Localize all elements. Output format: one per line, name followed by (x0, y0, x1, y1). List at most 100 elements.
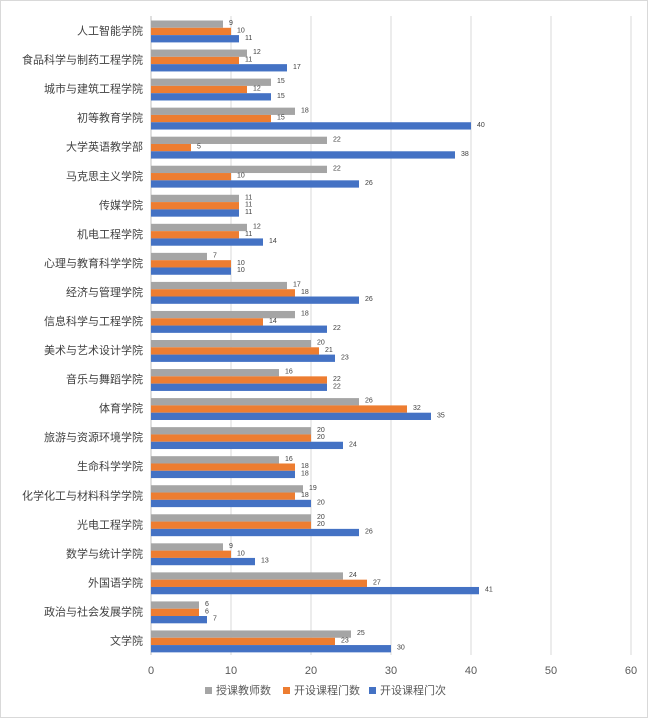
data-label: 27 (373, 579, 381, 586)
x-tick-label: 40 (465, 665, 477, 677)
category-label: 信息科学与工程学院 (44, 314, 143, 328)
data-label: 10 (237, 173, 245, 180)
data-label: 9 (229, 20, 233, 27)
x-tick-label: 60 (625, 665, 637, 677)
bar (151, 238, 263, 246)
legend-swatch (205, 687, 212, 694)
data-label: 22 (333, 325, 341, 332)
data-label: 13 (261, 558, 269, 565)
x-tick-label: 0 (148, 665, 154, 677)
data-label: 11 (245, 209, 252, 216)
data-label: 9 (229, 543, 233, 550)
category-label: 数学与统计学院 (66, 546, 143, 560)
bar (151, 340, 311, 348)
data-label: 15 (277, 115, 285, 122)
x-tick-label: 30 (385, 665, 397, 677)
category-label: 化学化工与材料科学学院 (22, 488, 143, 502)
category-label: 机电工程学院 (77, 227, 143, 241)
bar (151, 463, 295, 471)
data-label: 32 (413, 405, 421, 412)
bar (151, 470, 295, 479)
data-label: 6 (205, 601, 209, 608)
bar (151, 289, 295, 297)
bar (151, 194, 239, 203)
data-label: 23 (341, 637, 349, 644)
bar (151, 49, 247, 57)
bar (151, 630, 351, 638)
data-label: 40 (477, 122, 485, 129)
category-label: 传媒学院 (99, 198, 143, 212)
bar (151, 398, 359, 406)
data-label: 11 (245, 35, 252, 42)
data-label: 30 (397, 645, 405, 652)
data-label: 12 (253, 49, 261, 56)
bar (151, 114, 271, 123)
category-label: 体育学院 (99, 401, 143, 415)
data-label: 26 (365, 180, 373, 187)
data-label: 18 (301, 463, 309, 470)
data-label: 12 (253, 223, 261, 230)
bar (151, 514, 311, 522)
data-label: 10 (237, 27, 245, 34)
category-label: 食品科学与制药工程学院 (22, 53, 143, 67)
data-label: 22 (333, 165, 341, 172)
data-label: 35 (437, 412, 445, 419)
data-label: 15 (277, 78, 285, 85)
bar (151, 93, 271, 101)
data-label: 12 (253, 86, 261, 93)
data-label: 22 (333, 383, 341, 390)
bar (151, 369, 279, 377)
bar (151, 267, 231, 275)
bar (151, 165, 327, 174)
bar (151, 260, 231, 268)
bar (151, 143, 191, 152)
category-label: 旅游与资源环境学院 (44, 430, 143, 444)
category-label: 马克思主义学院 (66, 169, 143, 183)
data-label: 20 (317, 499, 325, 506)
data-label: 24 (349, 441, 357, 448)
bar (151, 231, 239, 239)
category-label: 美术与艺术设计学院 (44, 343, 143, 357)
bar (151, 318, 263, 326)
bar (151, 412, 431, 420)
data-label: 18 (301, 289, 309, 296)
category-label: 人工智能学院 (77, 24, 143, 38)
category-label: 政治与社会发展学院 (44, 604, 143, 618)
bar (151, 202, 239, 210)
legend-swatch (369, 687, 376, 694)
data-label: 21 (325, 347, 333, 354)
bar (151, 310, 295, 319)
bar (151, 608, 199, 617)
legend-label: 授课教师数 (216, 683, 271, 697)
bar (151, 434, 311, 442)
x-tick-label: 10 (225, 665, 237, 677)
data-label: 18 (301, 470, 309, 477)
bar (151, 579, 367, 587)
bar (151, 586, 479, 595)
bar (151, 376, 327, 384)
bar (151, 173, 231, 181)
bar (151, 637, 335, 646)
data-label: 7 (213, 253, 217, 260)
data-label: 18 (301, 311, 309, 318)
legend-label: 开设课程门次 (380, 683, 446, 697)
bar (151, 354, 335, 362)
bar (151, 492, 295, 500)
data-label: 14 (269, 238, 277, 245)
data-label: 16 (285, 369, 293, 376)
bar (151, 252, 207, 261)
x-tick-label: 20 (305, 665, 317, 677)
data-label: 5 (197, 144, 201, 151)
data-label: 24 (349, 572, 357, 579)
bar (151, 550, 231, 558)
category-label: 城市与建筑工程学院 (44, 82, 143, 96)
data-label: 26 (365, 398, 373, 405)
data-label: 20 (317, 427, 325, 434)
bar (151, 485, 303, 493)
data-label: 11 (245, 56, 252, 63)
bar (151, 528, 359, 537)
category-label: 音乐与舞蹈学院 (66, 372, 143, 386)
data-label: 18 (301, 492, 309, 499)
bar (151, 136, 327, 144)
